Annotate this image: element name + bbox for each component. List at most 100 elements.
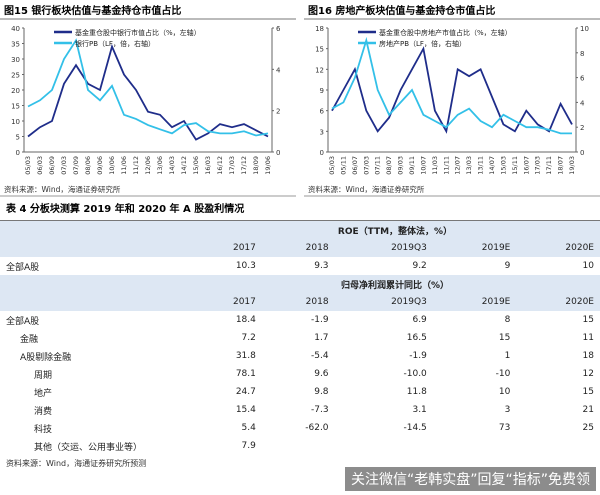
row-label: A股剔除金融: [20, 352, 72, 363]
y-tick-label: 5: [16, 134, 20, 142]
row-label: 金融: [20, 334, 39, 345]
x-tick-label: 06/03: [36, 156, 44, 175]
table-row: 科技 5.4 -62.0 -14.5 73 25: [0, 419, 600, 437]
x-tick-label: 09/11: [408, 156, 416, 175]
x-tick-label: 10/06: [108, 156, 116, 175]
x-tick-label: 13/06: [156, 156, 164, 175]
x-tick-label: 16/03: [204, 156, 212, 175]
column-header: 2020E: [516, 239, 600, 257]
cell: 11: [582, 333, 594, 343]
legend-label: 基金重仓股中房地产市值占比（%，左轴）: [379, 28, 512, 37]
cell: -10: [495, 369, 511, 379]
table-row: 其他（交运、公用事业等） 7.9: [0, 437, 600, 455]
row-label: 其他（交运、公用事业等）: [34, 442, 143, 453]
row-label: 周期: [34, 370, 53, 381]
legend-label: 银行PB（LF，倍，右轴）: [75, 39, 155, 48]
cell: 6.9: [412, 315, 427, 325]
cell: -1.9: [409, 351, 427, 361]
y2-tick-label: 8: [580, 50, 584, 58]
x-tick-label: 07/09: [72, 156, 80, 175]
row-label: 消费: [34, 406, 53, 417]
x-tick-label: 07/03: [60, 156, 68, 175]
cell: 1.7: [314, 333, 329, 343]
x-tick-label: 05/11: [339, 156, 347, 175]
table-row: 全部A股 18.4 -1.9 6.9 8 15: [0, 311, 600, 329]
chart-source: 资料来源：Wind，海通证券研究所: [4, 184, 121, 194]
legend-label: 基金重仓股中银行市值占比（%，左轴）: [75, 28, 201, 37]
x-tick-label: 15/11: [511, 156, 519, 175]
blank-cell: [0, 293, 190, 311]
cell: 3: [504, 405, 511, 415]
x-tick-label: 17/03: [534, 156, 542, 175]
y-tick-label: 25: [11, 72, 20, 80]
section-header: ROE（TTM，整体法，%）: [190, 221, 600, 239]
y-tick-label: 40: [11, 25, 20, 33]
cell: -5.4: [310, 351, 329, 361]
y-tick-label: 0: [320, 149, 324, 157]
y-tick-label: 3: [320, 128, 324, 136]
x-tick-label: 19/03: [568, 156, 576, 175]
x-tick-label: 18/07: [557, 156, 565, 175]
x-tick-label: 05/03: [24, 156, 32, 175]
cell: 11.8: [406, 387, 427, 397]
chart-title: 图16 房地产板块估值与基金持仓市值占比: [308, 4, 495, 17]
cell: 10.3: [235, 261, 256, 271]
column-header: 2019Q3: [334, 293, 433, 311]
table-row: 地产 24.7 9.8 11.8 10 15: [0, 383, 600, 401]
watermark: 关注微信“老韩实盘”回复“指标”免费领: [344, 467, 596, 491]
cell: -14.5: [403, 423, 427, 433]
x-tick-label: 14/12: [180, 156, 188, 175]
y-tick-label: 15: [315, 46, 324, 54]
column-header-row: 2017 2018 2019Q3 2019E 2020E: [0, 293, 600, 311]
y2-tick-label: 0: [580, 149, 584, 157]
series-line: [27, 38, 269, 137]
series-line: [331, 36, 572, 135]
cell: 21: [582, 405, 594, 415]
y2-tick-label: 4: [580, 99, 585, 107]
column-header: 2019E: [432, 239, 517, 257]
x-tick-label: 12/06: [144, 156, 152, 175]
cell: 10: [582, 261, 594, 271]
blank-cell: [0, 275, 190, 293]
section-header-row: ROE（TTM，整体法，%）: [0, 221, 600, 239]
x-tick-label: 16/12: [216, 156, 224, 175]
y-tick-label: 35: [11, 41, 20, 49]
x-tick-label: 11/03: [431, 156, 439, 175]
table: ROE（TTM，整体法，%） 2017 2018 2019Q3 2019E 2020E 全部…: [0, 221, 600, 455]
empty-cell: [335, 437, 433, 455]
x-tick-label: 09/06: [96, 156, 104, 175]
cell: -7.3: [310, 405, 329, 415]
y2-tick-label: 2: [580, 124, 584, 132]
column-header: 2018: [261, 293, 335, 311]
cell: 7.9: [241, 441, 256, 451]
cell: 18.4: [235, 315, 256, 325]
cell: 15: [582, 387, 594, 397]
cell: 1: [504, 351, 511, 361]
x-tick-label: 14/03: [168, 156, 176, 175]
x-tick-label: 11/12: [132, 156, 140, 175]
chart-title: 图15 银行板块估值与基金持仓市值占比: [4, 4, 181, 17]
x-tick-label: 05/03: [328, 156, 336, 175]
table-row: 消费 15.4 -7.3 3.1 3 21: [0, 401, 600, 419]
row-label: 全部A股: [6, 316, 40, 327]
x-tick-label: 11/11: [442, 156, 450, 175]
x-tick-label: 10/07: [419, 156, 427, 175]
x-tick-label: 15/03: [499, 156, 507, 175]
cell: 9.2: [412, 261, 427, 271]
blank-cell: [0, 239, 190, 257]
y2-tick-label: 0: [276, 149, 280, 157]
legend-label: 房地产PB（LF，倍，右轴）: [379, 39, 466, 48]
y-tick-label: 0: [16, 149, 20, 157]
x-tick-label: 13/03: [465, 156, 473, 175]
x-tick-label: 17/03: [228, 156, 236, 175]
cell: 9.3: [314, 261, 329, 271]
cell: 73: [498, 423, 511, 433]
cell: 10: [498, 387, 511, 397]
column-header: 2020E: [516, 293, 600, 311]
y-tick-label: 30: [11, 56, 20, 64]
cell: 16.5: [406, 333, 427, 343]
cell: 9.6: [314, 369, 329, 379]
empty-cell: [262, 437, 335, 455]
y2-tick-label: 4: [276, 66, 281, 74]
